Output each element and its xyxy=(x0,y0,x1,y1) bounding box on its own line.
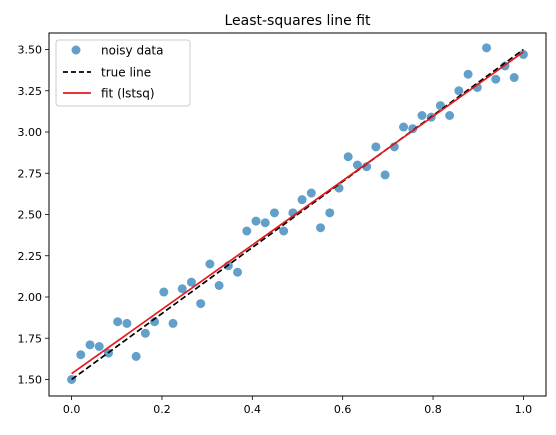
legend-marker-noisy-data xyxy=(71,45,81,55)
data-point xyxy=(297,195,307,205)
data-point xyxy=(491,74,501,84)
data-point xyxy=(242,226,252,236)
data-point xyxy=(196,299,206,309)
y-tick-label: 2.75 xyxy=(18,167,43,180)
x-tick-label: 0.2 xyxy=(153,403,171,416)
y-tick-label: 2.00 xyxy=(18,291,43,304)
data-point xyxy=(509,73,519,83)
data-point xyxy=(325,208,335,218)
legend: noisy data true line fit (lstsq) xyxy=(55,39,191,107)
y-tick-label: 3.25 xyxy=(18,85,43,98)
data-point xyxy=(343,152,353,162)
data-point xyxy=(380,170,390,180)
x-tick-label: 0.4 xyxy=(244,403,262,416)
data-point xyxy=(85,340,95,350)
data-point xyxy=(214,280,224,290)
data-point xyxy=(168,318,178,328)
data-point xyxy=(316,223,326,233)
y-tick-label: 2.25 xyxy=(18,250,43,263)
data-point xyxy=(454,86,464,96)
data-point xyxy=(399,122,409,132)
data-point xyxy=(279,226,289,236)
legend-label-true-line: true line xyxy=(101,66,151,80)
data-point xyxy=(94,342,104,351)
data-point xyxy=(76,350,86,360)
chart-title: Least-squares line fit xyxy=(224,13,371,29)
plot-area: 0.0 0.2 0.4 0.6 0.8 1.0 1.50 1.75 2.00 2.25 2.50 2.… xyxy=(18,43,533,416)
y-tick-label: 3.00 xyxy=(18,126,43,139)
data-point xyxy=(159,287,169,297)
true-line xyxy=(71,48,524,381)
fit-line xyxy=(71,51,524,375)
y-tick-label: 2.50 xyxy=(18,209,43,222)
data-point xyxy=(205,259,215,269)
x-tick-label: 0.6 xyxy=(334,403,352,416)
x-tick-label: 0.0 xyxy=(63,403,81,416)
legend-label-noisy-data: noisy data xyxy=(101,44,163,58)
y-tick-label: 3.50 xyxy=(18,44,43,57)
data-point xyxy=(445,111,455,120)
data-point xyxy=(233,267,243,277)
legend-box xyxy=(55,39,191,107)
y-tick-label: 1.75 xyxy=(18,332,43,345)
data-point xyxy=(306,188,316,198)
x-tick-label: 0.8 xyxy=(424,403,442,416)
data-point xyxy=(518,49,528,59)
data-point xyxy=(408,124,418,134)
y-tick-label: 1.50 xyxy=(18,374,43,387)
data-point xyxy=(177,284,187,294)
data-point xyxy=(186,277,196,287)
legend-label-fit: fit (lstsq) xyxy=(101,87,155,101)
data-point xyxy=(260,218,270,228)
data-point xyxy=(122,318,132,328)
data-point xyxy=(371,142,381,152)
x-tick-label: 1.0 xyxy=(515,403,533,416)
data-point xyxy=(352,160,362,170)
data-point xyxy=(463,69,473,79)
data-point xyxy=(113,317,123,327)
data-point xyxy=(417,111,427,120)
data-point xyxy=(269,208,279,218)
data-point xyxy=(131,351,141,361)
data-point xyxy=(251,216,261,226)
data-point xyxy=(482,43,492,53)
axes-frame xyxy=(48,32,547,397)
data-point xyxy=(140,328,150,338)
